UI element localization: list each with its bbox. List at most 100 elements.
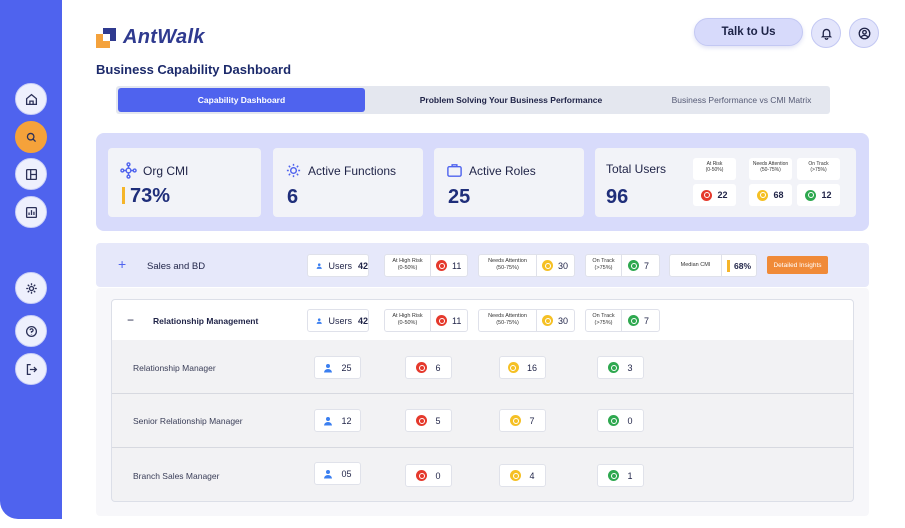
user-icon: [324, 363, 333, 372]
org-cmi-value: 73%: [130, 185, 171, 207]
layout-icon: [25, 168, 37, 180]
role-attention: 7: [499, 409, 546, 432]
role-risk: 5: [405, 409, 452, 432]
group-name: Relationship Management: [153, 316, 259, 326]
on-track-count: 12: [797, 184, 840, 206]
active-functions-value: 6: [287, 186, 299, 208]
sidebar-item-search[interactable]: [15, 121, 47, 153]
needs-attention-header: Needs Attention (50-75%): [749, 158, 792, 180]
page-title: Business Capability Dashboard: [96, 62, 292, 77]
notifications-button[interactable]: [811, 18, 841, 48]
dashboard-tabs: Capability Dashboard Problem Solving You…: [116, 86, 830, 114]
function-users: Users 42: [307, 254, 369, 277]
risk-status-icon: [436, 315, 447, 326]
home-icon: [25, 93, 37, 105]
user-icon: [324, 469, 333, 478]
function-needs-attention: Needs Attention (50-75%) 30: [478, 254, 575, 277]
active-functions-card: Active Functions 6: [273, 148, 423, 217]
attention-status-icon: [510, 415, 522, 426]
row-divider: [112, 393, 853, 394]
row-divider: [112, 447, 853, 448]
role-users: 05: [314, 462, 361, 485]
role-risk: 0: [405, 464, 452, 487]
org-cmi-label: Org CMI: [143, 163, 189, 178]
attention-status-icon: [542, 260, 553, 271]
track-status-icon: [608, 362, 620, 373]
attention-status-icon: [510, 470, 522, 481]
at-risk-count: 22: [693, 184, 736, 206]
group-users: Users 42: [307, 309, 369, 332]
risk-status-icon: [416, 362, 428, 373]
function-on-track: On Track (>75%) 7: [585, 254, 660, 277]
sidebar-item-logout[interactable]: [15, 353, 47, 385]
detailed-insights-button[interactable]: Detailed Insights: [767, 256, 828, 274]
logout-icon: [26, 363, 37, 375]
user-icon: [316, 262, 322, 269]
bell-icon: [820, 28, 832, 40]
group-on-track: On Track (>75%) 7: [585, 309, 660, 332]
group-needs-attention: Needs Attention (50-75%) 30: [478, 309, 575, 332]
role-attention: 16: [499, 356, 546, 379]
needs-attention-count: 68: [749, 184, 792, 206]
collapse-toggle[interactable]: −: [127, 313, 135, 327]
function-name: Sales and BD: [147, 261, 206, 272]
org-cmi-card: Org CMI 73%: [108, 148, 261, 217]
attention-status-icon: [542, 315, 553, 326]
risk-status-icon: [416, 470, 428, 481]
user-circle-icon: [858, 27, 870, 39]
roles-table: [111, 340, 854, 502]
expand-toggle[interactable]: +: [118, 256, 127, 272]
logo-icon: [96, 27, 116, 48]
role-name: Branch Sales Manager: [133, 471, 220, 481]
user-icon: [316, 317, 322, 324]
role-risk: 6: [405, 356, 452, 379]
sidebar-item-help[interactable]: [15, 315, 47, 347]
track-status-icon: [608, 415, 620, 426]
risk-status-icon: [416, 415, 428, 426]
at-risk-header: At Risk (0-50%): [693, 158, 736, 180]
sidebar-item-home[interactable]: [15, 83, 47, 115]
brand-logo[interactable]: AntWalk: [96, 26, 205, 49]
role-track: 3: [597, 356, 644, 379]
active-functions-label: Active Functions: [308, 163, 397, 178]
total-users-value: 96: [606, 186, 629, 208]
on-track-header: On Track (>75%): [797, 158, 840, 180]
talk-to-us-button[interactable]: Talk to Us: [694, 18, 803, 46]
sidebar-item-settings[interactable]: [15, 272, 47, 304]
network-icon: [120, 162, 137, 179]
track-status-icon: [628, 315, 639, 326]
summary-panel: Org CMI 73% Active Functions 6 Active Ro…: [96, 133, 869, 231]
track-status-icon: [608, 470, 620, 481]
role-attention: 4: [499, 464, 546, 487]
attention-status-icon: [757, 189, 769, 201]
help-icon: [25, 325, 37, 337]
report-icon: [25, 206, 37, 218]
role-users: 12: [314, 409, 361, 432]
active-roles-label: Active Roles: [469, 163, 536, 178]
track-status-icon: [805, 189, 817, 201]
sidebar: [0, 0, 62, 519]
risk-status-icon: [701, 189, 713, 201]
role-track: 0: [597, 409, 644, 432]
tab-capability-dashboard[interactable]: Capability Dashboard: [118, 88, 365, 112]
gears-icon: [286, 163, 301, 178]
search-icon: [26, 132, 36, 142]
active-roles-value: 25: [448, 186, 471, 208]
settings-icon: [25, 282, 37, 294]
total-users-card: Total Users 96 At Risk (0-50%) Needs Atte…: [595, 148, 856, 217]
group-high-risk: At High Risk (0-50%) 11: [384, 309, 468, 332]
attention-status-icon: [507, 362, 519, 373]
tab-problem-solving[interactable]: Problem Solving Your Business Performanc…: [419, 95, 603, 105]
function-median-cmi: Median CMI 68%: [669, 254, 757, 277]
brand-name: AntWalk: [123, 26, 205, 48]
sidebar-item-layout[interactable]: [15, 158, 47, 190]
sidebar-item-report[interactable]: [15, 196, 47, 228]
function-high-risk: At High Risk (0-50%) 11: [384, 254, 468, 277]
cmi-indicator: [727, 259, 730, 272]
track-status-icon: [628, 260, 639, 271]
profile-button[interactable]: [849, 18, 879, 48]
role-users: 25: [314, 356, 361, 379]
active-roles-card: Active Roles 25: [434, 148, 584, 217]
risk-status-icon: [436, 260, 447, 271]
tab-cmi-matrix[interactable]: Business Performance vs CMI Matrix: [671, 95, 812, 105]
